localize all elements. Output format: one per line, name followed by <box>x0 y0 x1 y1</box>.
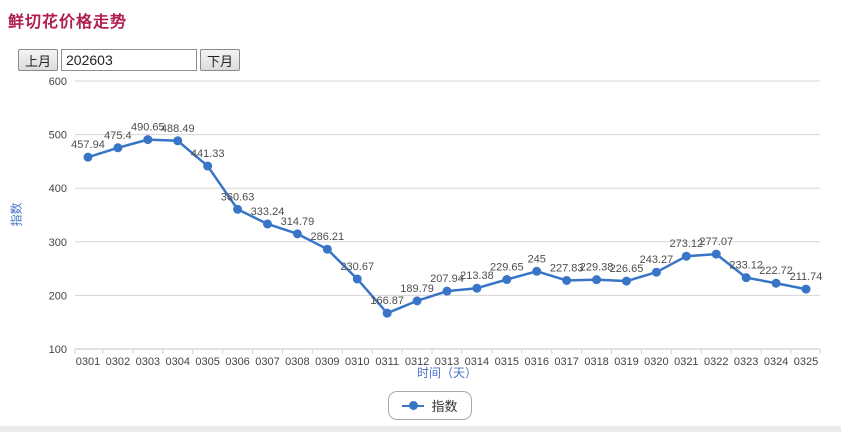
data-point[interactable] <box>532 266 542 276</box>
data-point[interactable] <box>143 135 153 145</box>
data-point[interactable] <box>711 249 721 259</box>
data-point[interactable] <box>322 244 332 254</box>
x-tick-label: 0313 <box>435 356 459 368</box>
x-tick-label: 0325 <box>794 356 818 368</box>
x-tick-label: 0311 <box>375 356 399 368</box>
x-tick-label: 0315 <box>495 356 519 368</box>
x-tick-label: 0316 <box>525 356 549 368</box>
legend-item-index[interactable]: 指数 <box>388 391 472 420</box>
x-tick-label: 0306 <box>225 356 249 368</box>
data-point[interactable] <box>502 275 512 285</box>
data-point[interactable] <box>741 273 751 283</box>
data-point-label: 314.79 <box>281 216 315 228</box>
legend: 指数 <box>0 391 841 420</box>
y-tick-label: 100 <box>49 344 67 356</box>
data-point[interactable] <box>263 219 272 229</box>
data-point[interactable] <box>651 267 661 277</box>
data-point[interactable] <box>681 251 691 261</box>
x-tick-label: 0317 <box>554 356 578 368</box>
x-tick-label: 0324 <box>764 356 788 368</box>
data-point-label: 222.72 <box>759 265 793 277</box>
x-tick-label: 0314 <box>465 356 489 368</box>
y-tick-label: 300 <box>49 237 67 249</box>
data-point-label: 488.49 <box>161 123 195 135</box>
x-tick-label: 0321 <box>674 356 698 368</box>
x-tick-label: 0308 <box>285 356 309 368</box>
data-point-label: 166.87 <box>370 295 404 307</box>
y-axis-title: 指数 <box>9 202 24 227</box>
y-tick-label: 400 <box>49 183 67 195</box>
month-controls: 上月 下月 <box>18 48 241 72</box>
data-point-label: 243.27 <box>640 254 674 266</box>
data-point-label: 490.65 <box>131 122 165 134</box>
data-point-label: 229.38 <box>580 262 614 274</box>
data-point[interactable] <box>173 136 183 146</box>
data-point[interactable] <box>442 286 452 296</box>
data-point-label: 245 <box>528 253 546 265</box>
data-point-label: 207.94 <box>430 273 464 285</box>
data-point[interactable] <box>233 204 243 214</box>
data-point-label: 227.83 <box>550 262 584 274</box>
data-point[interactable] <box>622 276 631 286</box>
x-tick-label: 0305 <box>195 356 219 368</box>
legend-label: 指数 <box>431 399 458 414</box>
data-point-label: 333.24 <box>251 206 285 218</box>
data-point-label: 475.4 <box>104 130 132 142</box>
data-point[interactable] <box>83 152 93 162</box>
data-point-label: 273.12 <box>670 238 704 250</box>
data-point-label: 211.74 <box>790 271 823 283</box>
data-point[interactable] <box>472 283 482 293</box>
price-line-chart: 100 200 300 400 500 600 0301 0302 0303 0304 0305 03… <box>49 76 823 368</box>
data-point-label: 457.94 <box>71 139 105 151</box>
x-tick-label: 0318 <box>584 356 608 368</box>
data-point-label: 213.38 <box>460 270 494 282</box>
data-point-label: 360.63 <box>221 191 255 203</box>
data-point[interactable] <box>412 296 422 306</box>
prev-month-button[interactable]: 上月 <box>18 49 59 71</box>
data-point-label: 233.12 <box>729 260 763 272</box>
data-point[interactable] <box>113 143 123 153</box>
page-title: 鲜切花价格走势 <box>8 14 128 31</box>
data-point[interactable] <box>562 275 572 285</box>
x-tick-label: 0323 <box>734 356 758 368</box>
x-tick-label: 0309 <box>315 356 339 368</box>
x-tick-label: 0319 <box>614 356 638 368</box>
x-tick-label: 0304 <box>166 356 190 368</box>
data-point[interactable] <box>801 284 811 294</box>
data-point-label: 229.65 <box>490 262 524 274</box>
x-tick-label: 0307 <box>255 356 279 368</box>
data-point-label: 226.65 <box>610 263 644 275</box>
data-point-label: 230.67 <box>340 261 374 273</box>
x-axis-title: 时间（天） <box>416 366 477 380</box>
data-point-label: 277.07 <box>699 236 733 248</box>
x-tick-label: 0303 <box>136 356 160 368</box>
x-tick-label: 0322 <box>704 356 728 368</box>
data-point[interactable] <box>592 275 602 285</box>
page-bottom-edge <box>0 426 841 432</box>
x-tick-label: 0310 <box>345 356 369 368</box>
chart-area: 100 200 300 400 500 600 0301 0302 0303 0304 0305 03… <box>0 74 841 386</box>
next-month-button[interactable]: 下月 <box>200 49 241 71</box>
data-point-label: 441.33 <box>191 148 225 160</box>
data-point-label: 189.79 <box>400 283 434 295</box>
data-point[interactable] <box>203 161 213 171</box>
y-tick-label: 200 <box>49 290 67 302</box>
x-tick-label: 0301 <box>76 356 100 368</box>
data-point[interactable] <box>771 278 781 288</box>
x-tick-label: 0302 <box>106 356 130 368</box>
data-point-label: 286.21 <box>311 231 345 243</box>
x-tick-label: 0312 <box>405 356 429 368</box>
month-input[interactable] <box>61 49 198 71</box>
data-point[interactable] <box>352 274 362 284</box>
x-tick-label: 0320 <box>644 356 668 368</box>
data-point[interactable] <box>382 308 392 318</box>
y-tick-label: 500 <box>49 130 67 142</box>
y-tick-label: 600 <box>49 76 67 88</box>
line-dot-marker-icon <box>402 401 425 410</box>
data-point[interactable] <box>292 229 302 239</box>
